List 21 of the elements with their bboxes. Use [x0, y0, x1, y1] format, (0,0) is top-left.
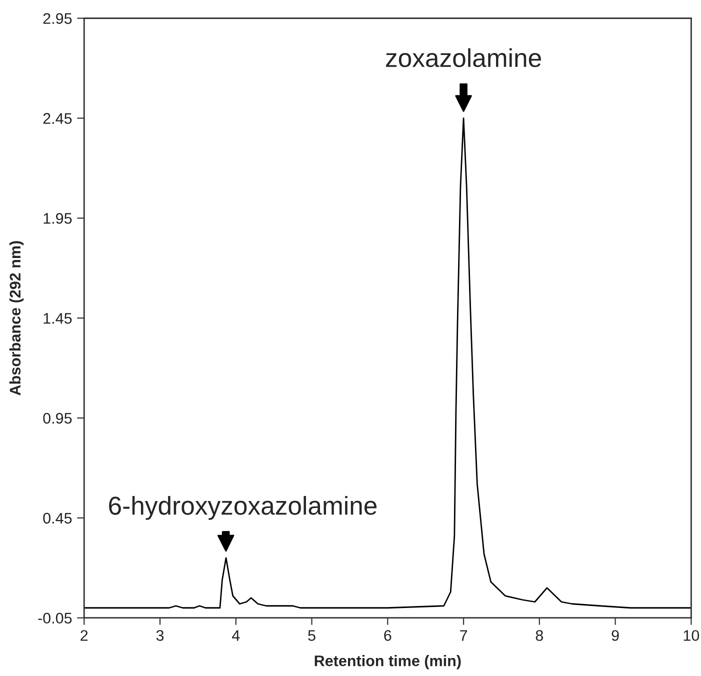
line-series	[84, 117, 692, 609]
y-tick-label: -0.05	[38, 612, 72, 624]
x-axis-title: Retention time (min)	[314, 655, 461, 670]
annotation: zoxazolamine	[386, 48, 541, 68]
x-tick-label: 5	[308, 630, 316, 641]
y-axis-title: Absorbance (292 nm)	[9, 241, 24, 396]
x-tick-label: 10	[684, 630, 700, 641]
x-tick-label: 4	[232, 630, 240, 641]
y-tick-label: 0.45	[43, 512, 72, 524]
y-tick-label: 2.95	[43, 13, 72, 24]
y-tick-label: 1.45	[44, 313, 72, 324]
x-tick-label: 6	[384, 630, 392, 641]
annotation: 6-hydroxyzoxazolamine	[109, 496, 377, 520]
y-tick-label: 1.95	[44, 212, 72, 224]
x-tick-label: 8	[536, 630, 544, 641]
x-tick-label: 9	[612, 630, 619, 641]
x-tick-label: 3	[156, 630, 164, 641]
x-tick-label: 7	[460, 630, 468, 641]
x-tick-label: 2	[80, 630, 88, 641]
y-tick-label: 2.45	[43, 113, 72, 124]
y-tick-label: 0.95	[43, 412, 72, 424]
